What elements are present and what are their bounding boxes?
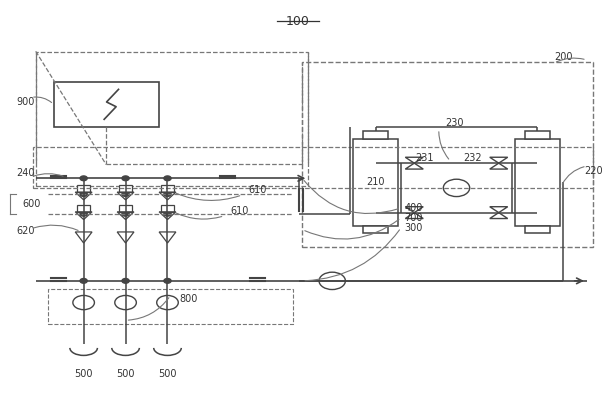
Text: 300: 300 (404, 223, 423, 233)
Circle shape (122, 192, 129, 196)
Bar (48, 289, 294, 324)
Text: 600: 600 (22, 199, 40, 209)
Bar (515, 139, 560, 226)
Circle shape (122, 212, 129, 216)
Bar (33, 147, 593, 188)
Bar (364, 131, 388, 139)
Bar (364, 226, 388, 232)
Circle shape (164, 192, 171, 196)
Circle shape (80, 278, 87, 283)
Bar (119, 186, 132, 192)
Bar (353, 139, 398, 226)
Text: 500: 500 (158, 369, 177, 379)
Bar (525, 131, 550, 139)
Circle shape (164, 212, 171, 216)
Circle shape (80, 176, 87, 181)
Text: 240: 240 (16, 168, 35, 178)
Bar (302, 62, 593, 247)
Circle shape (80, 212, 87, 216)
Text: 500: 500 (116, 369, 135, 379)
Text: 400: 400 (404, 203, 423, 213)
Text: 232: 232 (463, 153, 482, 163)
Text: 100: 100 (286, 15, 310, 28)
Text: 620: 620 (16, 226, 35, 236)
Text: 210: 210 (367, 177, 385, 187)
Text: 200: 200 (554, 52, 572, 62)
Bar (77, 186, 90, 192)
Bar (119, 205, 132, 212)
Circle shape (164, 278, 171, 283)
Circle shape (164, 176, 171, 181)
Text: 231: 231 (415, 153, 434, 163)
Bar (161, 186, 174, 192)
Text: 610: 610 (248, 185, 267, 195)
Text: 900: 900 (16, 97, 34, 107)
Text: 500: 500 (74, 369, 93, 379)
Bar (161, 205, 174, 212)
Bar (77, 205, 90, 212)
Bar (36, 52, 308, 186)
Text: 700: 700 (404, 213, 423, 223)
Circle shape (122, 278, 129, 283)
Bar (54, 82, 158, 127)
Text: 610: 610 (230, 206, 248, 216)
Bar (525, 226, 550, 232)
Circle shape (122, 176, 129, 181)
Circle shape (80, 192, 87, 196)
Text: 220: 220 (584, 166, 602, 176)
Text: 800: 800 (180, 294, 198, 304)
Text: 230: 230 (445, 118, 463, 128)
